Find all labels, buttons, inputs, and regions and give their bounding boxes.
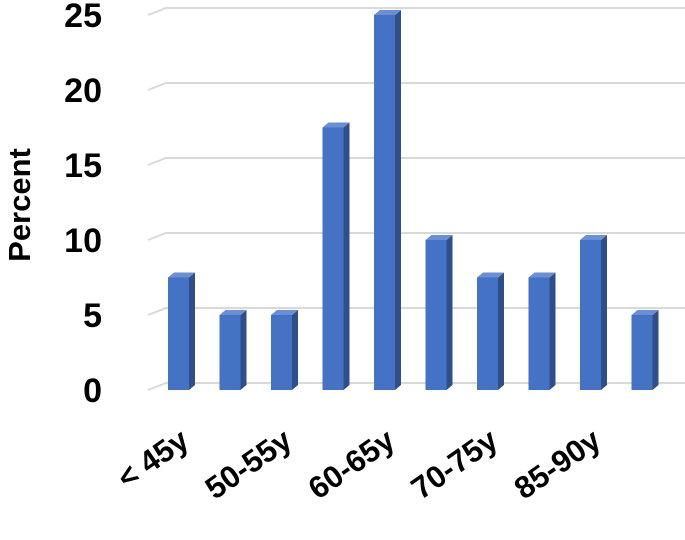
bar-front xyxy=(322,127,344,390)
bar-side xyxy=(343,122,350,390)
y-tick-label: 5 xyxy=(83,297,102,335)
bar-front xyxy=(425,240,447,390)
bar-top xyxy=(374,10,401,15)
bar-side xyxy=(189,272,195,390)
bar-side xyxy=(601,235,607,390)
bar-side xyxy=(240,310,247,390)
bar-side xyxy=(395,10,401,390)
bar-top xyxy=(168,272,195,278)
bar-top xyxy=(271,310,298,315)
bar-side xyxy=(292,310,298,390)
bar xyxy=(168,272,195,390)
y-axis-ticks: 0 5 10 15 20 25 xyxy=(64,0,102,410)
x-tick-label: 50-55y xyxy=(199,422,299,506)
bar-side xyxy=(498,272,504,390)
bar-top xyxy=(219,310,247,315)
gridline xyxy=(147,157,685,166)
y-tick-label: 0 xyxy=(83,372,102,410)
bar-front xyxy=(631,315,653,390)
bars xyxy=(168,10,659,390)
bar xyxy=(528,272,556,390)
gridlines xyxy=(147,7,685,391)
bar-front xyxy=(168,277,189,390)
bar-top xyxy=(322,122,350,128)
x-tick-label: 60-65y xyxy=(302,422,402,506)
bar xyxy=(477,272,504,390)
bar-side xyxy=(652,310,659,390)
bar-side xyxy=(446,235,453,390)
bar xyxy=(631,310,659,390)
y-axis-label: Percent xyxy=(2,148,37,262)
bar-front xyxy=(271,315,292,390)
bar xyxy=(580,235,607,390)
gridline xyxy=(147,232,685,241)
bar xyxy=(271,310,298,390)
bar-top xyxy=(477,272,504,278)
bar-front xyxy=(219,315,241,390)
y-tick-label: 15 xyxy=(64,147,102,185)
bar-top xyxy=(425,235,453,240)
x-tick-label: 70-75y xyxy=(405,422,505,506)
bar-front xyxy=(374,15,395,390)
bar-top xyxy=(580,235,607,240)
y-tick-label: 20 xyxy=(64,72,102,110)
bar xyxy=(322,122,350,390)
x-tick-label: < 45y xyxy=(111,422,196,496)
y-tick-label: 10 xyxy=(64,222,102,260)
y-tick-label: 25 xyxy=(64,0,102,35)
bar-front xyxy=(528,277,550,390)
gridline xyxy=(147,7,685,16)
bar xyxy=(374,10,401,390)
bar-top xyxy=(528,272,556,278)
bar-front xyxy=(580,240,601,390)
bar xyxy=(425,235,453,390)
bar-top xyxy=(631,310,659,315)
bar xyxy=(219,310,247,390)
gridline xyxy=(147,307,685,316)
x-axis-ticks: < 45y 50-55y 60-65y 70-75y 85-90y xyxy=(111,422,608,506)
gridline xyxy=(147,382,685,391)
gridline xyxy=(147,82,685,91)
bar-side xyxy=(549,272,556,390)
x-tick-label: 85-90y xyxy=(508,422,608,506)
bar-front xyxy=(477,277,498,390)
